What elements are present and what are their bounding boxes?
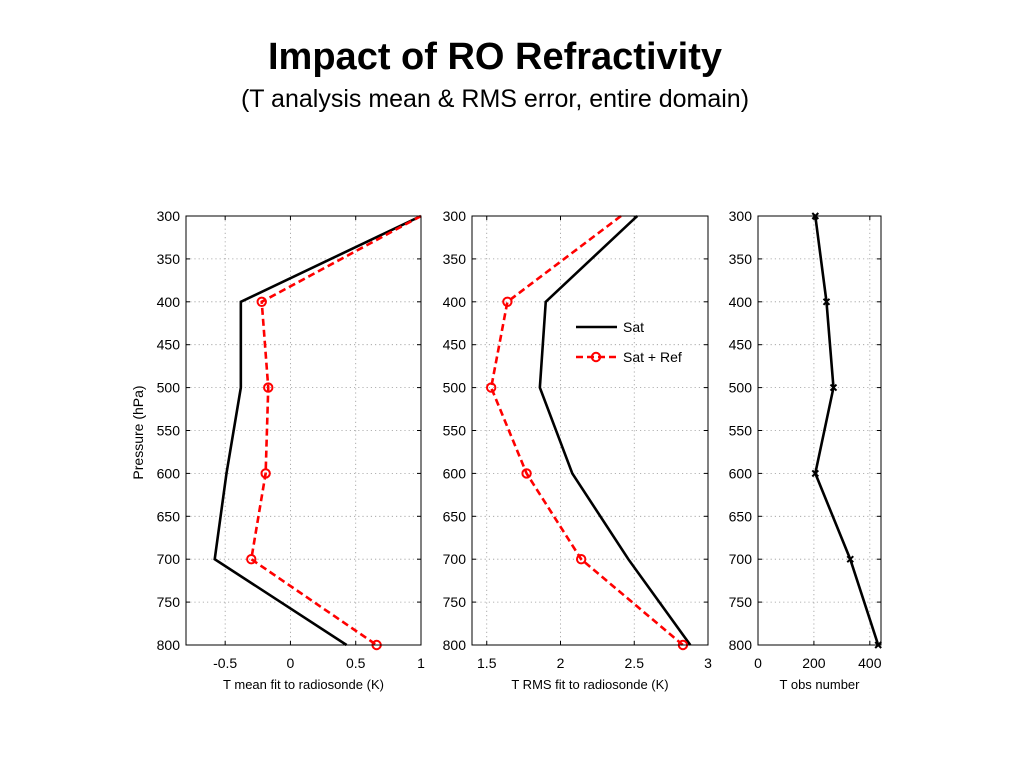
y-tick-label: 550 — [443, 423, 467, 439]
y-tick-label: 300 — [729, 208, 753, 224]
series-line-1 — [538, 215, 692, 646]
x-tick-label: 0 — [287, 655, 295, 671]
series-line-1 — [813, 215, 880, 646]
y-tick-label: 500 — [729, 380, 753, 396]
y-tick-label: 800 — [729, 637, 753, 653]
x-tick-label: 1.5 — [477, 655, 497, 671]
data-point-marker — [822, 298, 831, 306]
series-line-2 — [249, 214, 422, 647]
y-tick-label: 800 — [443, 637, 467, 653]
y-tick-label: 400 — [443, 294, 467, 310]
series-line-2 — [489, 214, 684, 646]
x-axis-label: T RMS fit to radiosonde (K) — [511, 677, 668, 692]
y-tick-label: 500 — [443, 380, 467, 396]
x-tick-label: 400 — [858, 655, 882, 671]
y-tick-label: 650 — [729, 508, 753, 524]
data-point-marker — [263, 382, 274, 393]
y-tick-label: 450 — [729, 337, 753, 353]
chart-2: 300 350 400 450 500 550 600 650 700 750 800 1.5 2 2.5… — [443, 208, 712, 692]
data-point-marker — [502, 296, 513, 307]
x-axis-label: T obs number — [780, 677, 861, 692]
y-tick-label: 500 — [157, 380, 181, 396]
y-tick-label: 400 — [157, 294, 181, 310]
y-tick-label: 750 — [729, 594, 753, 610]
y-tick-label: 450 — [157, 337, 181, 353]
y-axis-label: Pressure (hPa) — [130, 385, 146, 479]
data-point-marker — [256, 296, 267, 307]
y-tick-label: 700 — [157, 551, 181, 567]
y-tick-label: 600 — [443, 465, 467, 481]
y-tick-label: 800 — [157, 637, 181, 653]
y-tick-label: 350 — [443, 251, 467, 267]
y-tick-label: 600 — [729, 465, 753, 481]
x-tick-label: -0.5 — [213, 655, 237, 671]
y-tick-label: 400 — [729, 294, 753, 310]
axes-frame — [757, 215, 882, 646]
x-tick-label: 200 — [802, 655, 826, 671]
x-tick-label: 1 — [417, 655, 425, 671]
y-tick-label: 700 — [443, 551, 467, 567]
x-axis-label: T mean fit to radiosonde (K) — [223, 677, 384, 692]
x-tick-label: 0 — [754, 655, 762, 671]
data-point-marker — [829, 383, 838, 392]
chart-1: 300 350 400 450 500 550 600 650 700 750 800 -0.5 0 0.… — [130, 208, 425, 692]
y-tick-label: 550 — [729, 423, 753, 439]
y-tick-label: 650 — [443, 508, 467, 524]
y-tick-label: 550 — [157, 423, 181, 439]
series-line-1 — [213, 214, 422, 647]
y-tick-label: 700 — [729, 551, 753, 567]
legend-label: Sat + Ref — [623, 349, 682, 365]
y-tick-label: 300 — [157, 208, 181, 224]
y-tick-label: 350 — [729, 251, 753, 267]
data-point-marker — [521, 468, 532, 479]
slide-subtitle: (T analysis mean & RMS error, entire dom… — [240, 85, 750, 113]
y-tick-label: 750 — [443, 594, 467, 610]
data-point-marker — [246, 554, 257, 565]
y-tick-label: 750 — [157, 594, 181, 610]
y-tick-label: 650 — [157, 508, 181, 524]
legend-marker — [590, 351, 602, 363]
y-tick-label: 300 — [443, 208, 467, 224]
data-point-marker — [485, 382, 497, 393]
x-tick-label: 0.5 — [346, 655, 366, 671]
y-tick-label: 450 — [443, 337, 467, 353]
x-tick-label: 2.5 — [625, 655, 645, 671]
slide-title: Impact of RO Refractivity — [268, 36, 722, 78]
legend-label: Sat — [623, 319, 644, 335]
legend: Sat Sat + Ref — [576, 319, 682, 365]
y-tick-label: 350 — [157, 251, 181, 267]
data-point-marker — [260, 468, 271, 479]
y-tick-label: 600 — [157, 465, 181, 481]
data-point-marker — [811, 469, 820, 478]
x-tick-label: 3 — [704, 655, 712, 671]
x-tick-label: 2 — [557, 655, 565, 671]
data-point-marker — [846, 555, 854, 563]
data-point-marker — [575, 554, 587, 565]
